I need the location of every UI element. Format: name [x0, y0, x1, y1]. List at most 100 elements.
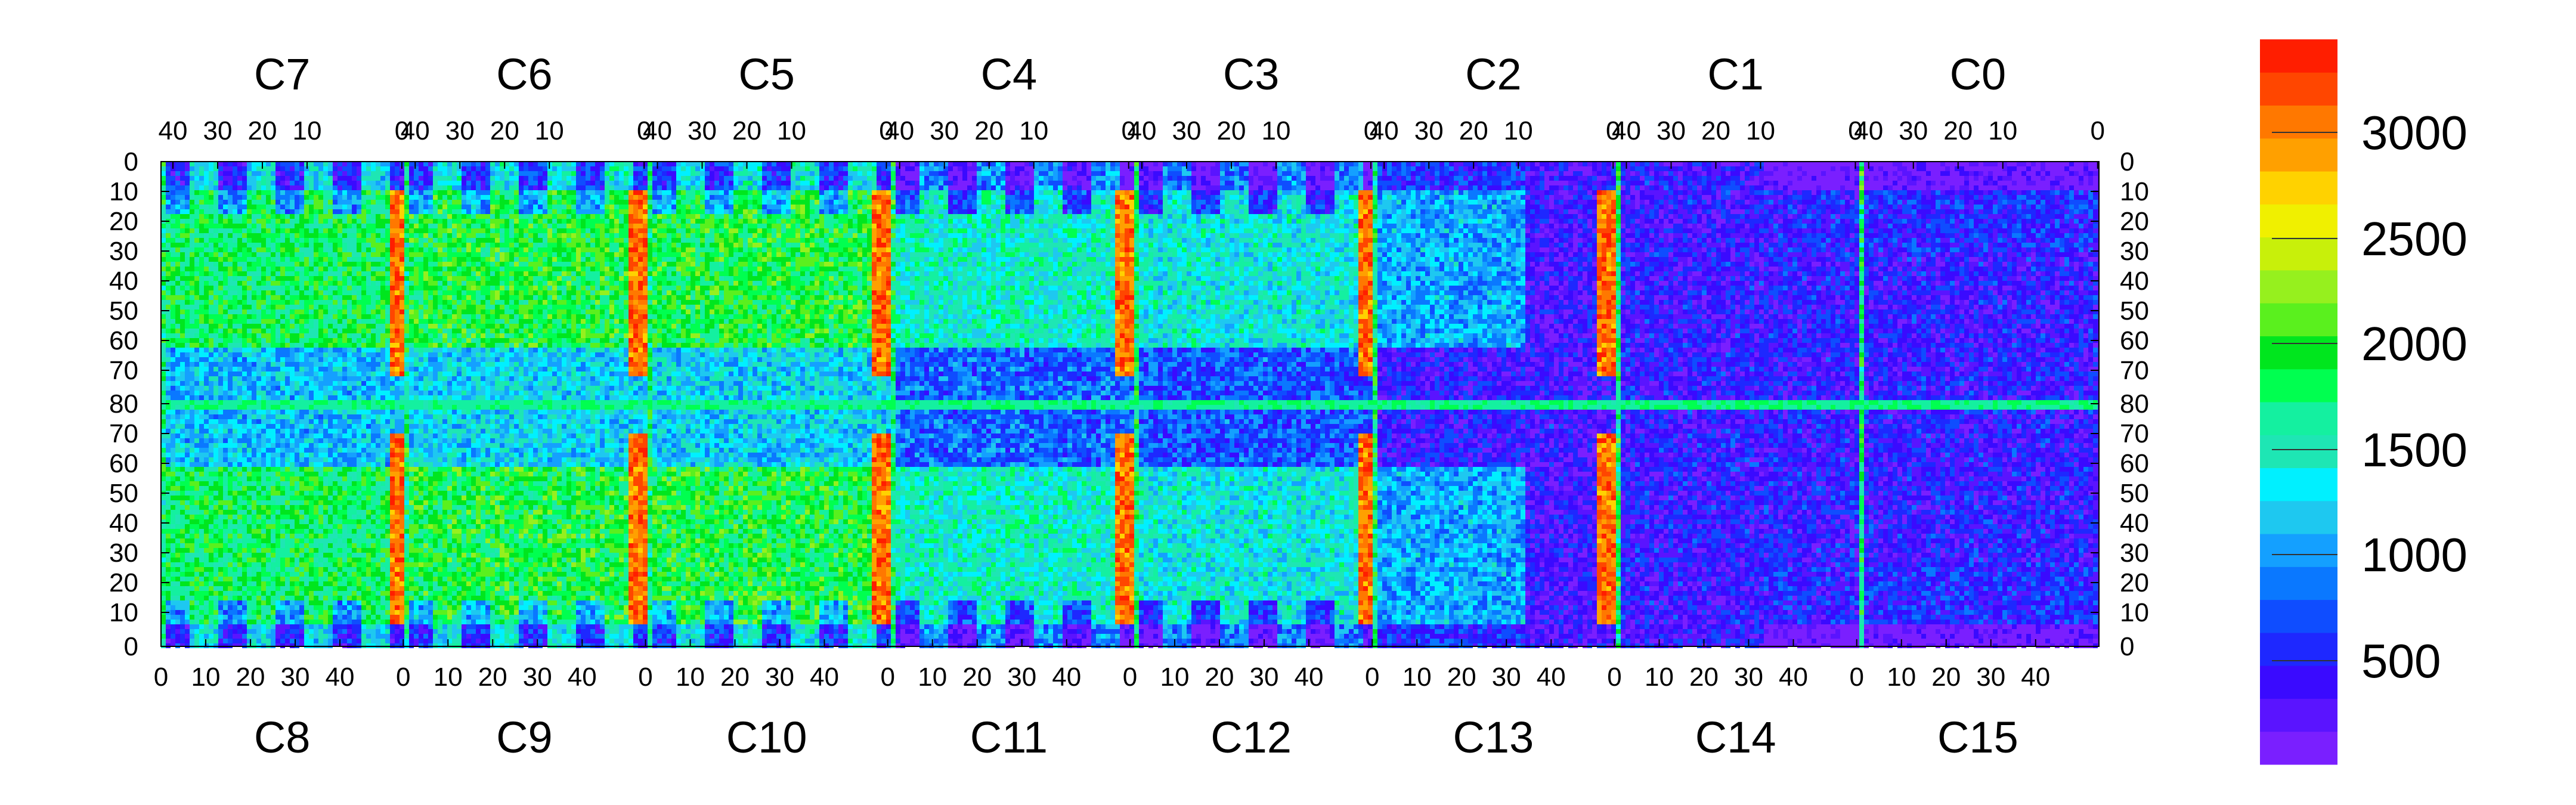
heatmap-cell [1936, 185, 1940, 190]
heatmap-cell [810, 181, 815, 185]
heatmap-cell [180, 190, 185, 195]
heatmap-cell [667, 219, 671, 224]
heatmap-cell [1225, 185, 1230, 190]
heatmap-cell [1621, 209, 1626, 214]
heatmap-cell [1292, 185, 1296, 190]
heatmap-cell [247, 166, 252, 171]
heatmap-cell [462, 224, 466, 228]
heatmap-cell [285, 162, 290, 166]
heatmap-cell [905, 224, 910, 228]
heatmap-cell [705, 166, 710, 171]
heatmap-cell [862, 195, 867, 200]
heatmap-cell [886, 224, 891, 228]
heatmap-cell [1549, 200, 1554, 205]
heatmap-cell [1468, 166, 1473, 171]
heatmap-cell [1635, 209, 1640, 214]
heatmap-cell [1096, 166, 1101, 171]
heatmap-cell [328, 190, 333, 195]
heatmap-cell [1492, 185, 1497, 190]
heatmap-cell [371, 219, 376, 224]
heatmap-cell [1816, 166, 1821, 171]
heatmap-cell [1354, 181, 1358, 185]
heatmap-cell [1759, 214, 1764, 219]
heatmap-cell [743, 162, 748, 166]
heatmap-cell [318, 214, 323, 219]
heatmap-cell [171, 224, 175, 228]
heatmap-cell [695, 162, 700, 166]
heatmap-cell [500, 171, 504, 176]
heatmap-cell [1444, 166, 1449, 171]
heatmap-cell [757, 214, 762, 219]
heatmap-cell [476, 190, 481, 195]
heatmap-cell [1134, 205, 1139, 209]
heatmap-cell [924, 171, 929, 176]
heatmap-cell [1425, 185, 1430, 190]
heatmap-cell [1463, 162, 1468, 166]
heatmap-cell [953, 214, 958, 219]
heatmap-cell [662, 214, 667, 219]
heatmap-cell [1554, 214, 1559, 219]
heatmap-cell [1435, 171, 1439, 176]
heatmap-cell [1635, 214, 1640, 219]
heatmap-cell [633, 205, 638, 209]
heatmap-cell [1191, 166, 1196, 171]
heatmap-cell [490, 181, 495, 185]
heatmap-cell [1001, 190, 1005, 195]
heatmap-cell [376, 205, 380, 209]
heatmap-cell [1635, 219, 1640, 224]
heatmap-cell [1358, 195, 1363, 200]
heatmap-cell [1315, 190, 1320, 195]
heatmap-cell [891, 181, 896, 185]
heatmap-cell [958, 224, 962, 228]
heatmap-cell [614, 195, 619, 200]
heatmap-cell [1039, 219, 1044, 224]
heatmap-cell [371, 166, 376, 171]
heatmap-cell [1678, 214, 1683, 219]
heatmap-cell [1769, 209, 1773, 214]
heatmap-cell [996, 205, 1001, 209]
heatmap-cell [1439, 200, 1444, 205]
heatmap-cell [1397, 166, 1401, 171]
heatmap-cell [586, 200, 590, 205]
heatmap-cell [1797, 205, 1802, 209]
heatmap-cell [1521, 166, 1525, 171]
heatmap-cell [2012, 162, 2017, 166]
heatmap-cell [1974, 190, 1979, 195]
heatmap-cell [466, 166, 471, 171]
heatmap-cell [438, 181, 442, 185]
heatmap-cell [1745, 219, 1750, 224]
heatmap-cell [1621, 176, 1626, 181]
heatmap-cell [2055, 181, 2060, 185]
heatmap-cell [1702, 166, 1707, 171]
heatmap-cell [624, 224, 628, 228]
heatmap-cell [371, 185, 376, 190]
heatmap-cell [338, 162, 342, 166]
heatmap-cell [1077, 219, 1082, 224]
heatmap-cell [533, 205, 538, 209]
heatmap-cell [1239, 205, 1244, 209]
heatmap-cell [581, 200, 586, 205]
heatmap-cell [1540, 171, 1544, 176]
heatmap-cell [1478, 176, 1482, 181]
heatmap-cell [376, 195, 380, 200]
heatmap-cell [271, 166, 275, 171]
heatmap-cell [2093, 200, 2098, 205]
heatmap-cell [1587, 209, 1592, 214]
heatmap-cell [1473, 181, 1478, 185]
heatmap-cell [1916, 171, 1921, 176]
heatmap-cell [1831, 176, 1835, 181]
heatmap-cell [1907, 209, 1912, 214]
heatmap-cell [767, 205, 772, 209]
heatmap-cell [576, 205, 581, 209]
heatmap-cell [1005, 162, 1010, 166]
heatmap-cell [328, 224, 333, 228]
heatmap-cell [1230, 200, 1234, 205]
heatmap-cell [1816, 162, 1821, 166]
heatmap-cell [2041, 190, 2045, 195]
heatmap-cell [1606, 195, 1611, 200]
heatmap-cell [1063, 190, 1067, 195]
heatmap-cell [991, 162, 996, 166]
heatmap-cell [576, 219, 581, 224]
heatmap-cell [1606, 185, 1611, 190]
heatmap-cell [1306, 219, 1311, 224]
